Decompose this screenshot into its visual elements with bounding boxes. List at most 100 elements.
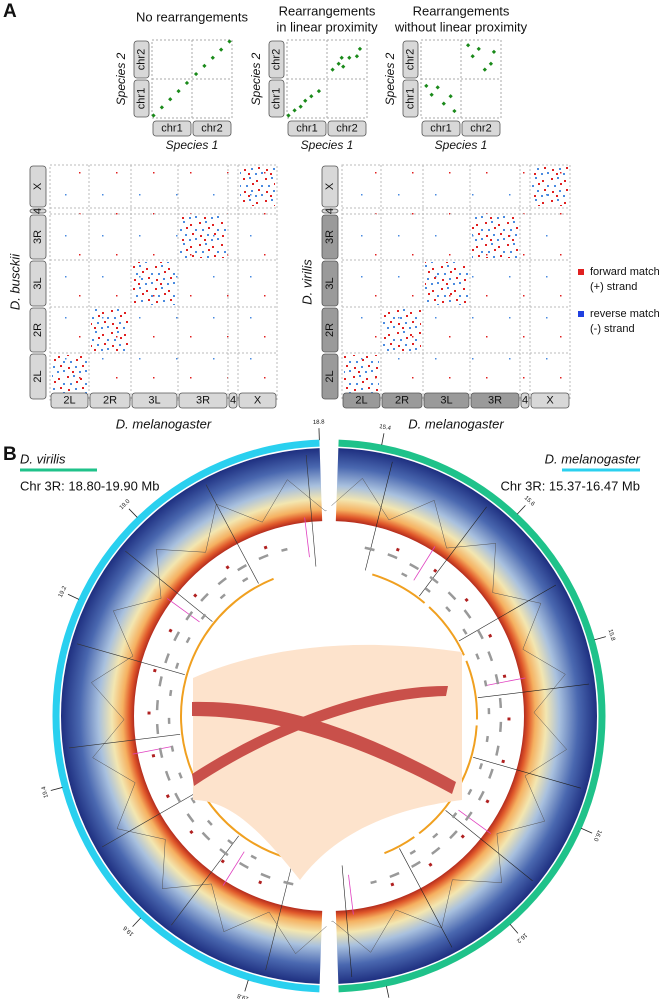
chromosome-label: 4 (522, 394, 528, 406)
chromosome-label: chr1 (296, 122, 317, 134)
region: Chr 3R: 15.37-16.47 Mb (501, 478, 640, 493)
chromosome-box (321, 165, 339, 208)
schematic-dot (429, 92, 434, 97)
chromosome-box (402, 79, 419, 118)
match-cloud (344, 355, 379, 398)
schematic-dot (347, 55, 352, 60)
match-cloud (425, 262, 468, 305)
schematic-dot (488, 61, 494, 66)
match-cloud (180, 216, 226, 258)
chromosome-box (520, 392, 530, 409)
chromosome-label: 4 (32, 208, 44, 214)
schematic-dot (424, 83, 429, 89)
tick-label: 16.2 (515, 931, 528, 944)
boundary (477, 683, 590, 699)
schematic-dot (292, 108, 297, 113)
domain (268, 911, 333, 955)
chromosome-label: chr2 (404, 49, 416, 70)
chromosome-label: 2R (324, 323, 336, 337)
tick-label: 15.8 (607, 629, 616, 643)
chromosome-box (29, 165, 47, 208)
chromosome-label: chr2 (201, 122, 222, 134)
chromosome-box (342, 392, 381, 409)
chromosome-label: 4 (230, 394, 236, 406)
schematic-dot (309, 94, 314, 99)
boundary (125, 550, 213, 622)
y-axis-label: Species 2 (249, 52, 263, 105)
contact-heatmap (61, 448, 323, 984)
boundary (101, 790, 200, 848)
synteny-link (192, 685, 448, 786)
orange-track (371, 573, 478, 855)
schematic-dot (330, 67, 335, 72)
chromosome-label: 3L (324, 277, 336, 289)
tick (244, 979, 249, 992)
chromosome-label: 2L (324, 370, 336, 382)
species-name: D. virilis (20, 451, 66, 466)
legend-sublabel: (-) strand (590, 323, 635, 335)
chromosome-label: chr2 (270, 49, 282, 70)
tick (509, 924, 519, 934)
schematic-title: in linear proximity (276, 19, 378, 34)
boundary (485, 677, 526, 686)
schematic-dot (159, 105, 164, 110)
chromosome-box (423, 392, 470, 409)
chromosome-label: 2R (395, 394, 409, 406)
tick (128, 508, 138, 518)
tick (385, 985, 390, 998)
chromosome-label: 3L (32, 277, 44, 289)
tick (594, 636, 606, 641)
boundary (265, 861, 294, 971)
boundary (419, 506, 487, 597)
tick (381, 433, 385, 446)
domain (496, 775, 546, 834)
schematic-dot (357, 46, 363, 52)
match-cloud (133, 262, 176, 305)
chromosome-label: 2R (103, 394, 117, 406)
chromosome-label: chr2 (135, 49, 147, 70)
chromosome-label: X (324, 182, 336, 190)
chromosome-label: 3R (32, 230, 44, 244)
legend-label: reverse match (590, 308, 659, 320)
boundary (171, 835, 239, 926)
match-cloud (240, 167, 275, 206)
domain (211, 883, 270, 933)
domain (446, 543, 496, 593)
chromosome-box (152, 120, 192, 137)
schematic-dot (303, 98, 308, 103)
y-axis-label: D. virilis (299, 259, 314, 305)
match-cloud (383, 309, 421, 351)
boundary (222, 851, 245, 886)
synteny-region (193, 644, 462, 880)
schematic-dot (341, 64, 346, 69)
domain (262, 479, 326, 523)
gray-track (155, 547, 294, 886)
domain (388, 499, 447, 549)
chromosome-label: chr1 (270, 88, 282, 109)
species-name: D. melanogaster (545, 451, 641, 466)
chromosome-box (29, 208, 47, 214)
chromosome-box (470, 392, 520, 409)
boundary (304, 517, 310, 558)
species-arc (52, 439, 320, 993)
schematic-title: without linear proximity (394, 19, 528, 34)
boundary (68, 733, 181, 749)
tick-label: 19.0 (119, 498, 132, 511)
chromosome-box (268, 79, 285, 118)
tick (132, 917, 142, 927)
chromosome-label: 3R (324, 230, 336, 244)
synteny-link (192, 701, 456, 794)
schematic-dot (435, 85, 440, 90)
domain (162, 839, 212, 889)
schematic-title: Rearrangements (279, 3, 376, 18)
domain (452, 833, 502, 883)
chromosome-label: 3L (440, 394, 452, 406)
x-axis-label: D. melanogaster (408, 416, 504, 431)
schematic-dot (470, 54, 475, 59)
match-cloud (472, 216, 518, 258)
boundary (413, 546, 436, 581)
boundary (341, 865, 353, 978)
chromosome-box (381, 392, 423, 409)
boundary (166, 598, 200, 623)
chromosome-label: 2R (32, 323, 44, 337)
